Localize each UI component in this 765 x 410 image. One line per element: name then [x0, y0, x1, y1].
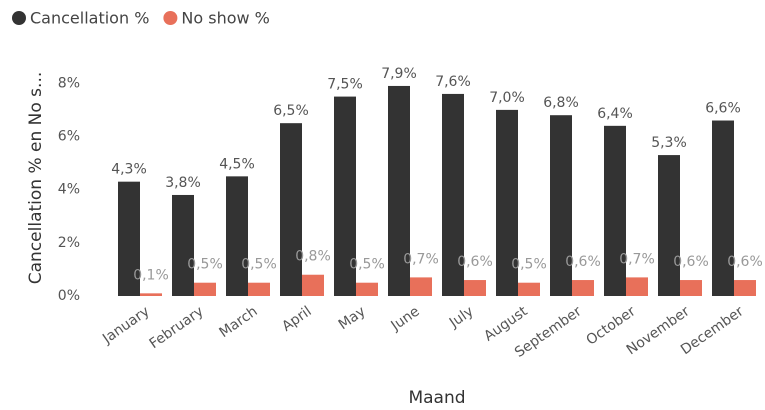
- value-label: 3,8%: [165, 175, 201, 191]
- bar: [464, 280, 486, 296]
- value-label: 4,5%: [219, 156, 255, 172]
- value-label: 0,8%: [295, 249, 331, 265]
- x-tick-label: January: [99, 303, 152, 347]
- value-label: 0,5%: [349, 257, 385, 273]
- value-label: 0,6%: [673, 254, 709, 270]
- bar: [140, 293, 162, 296]
- bar: [658, 155, 680, 296]
- value-label: 7,5%: [327, 77, 363, 93]
- bar: [518, 282, 540, 296]
- bar: [712, 120, 734, 297]
- value-label: 6,5%: [273, 103, 309, 119]
- x-axis-title: Maand: [408, 388, 465, 408]
- value-label: 5,3%: [651, 135, 687, 151]
- y-axis-title: Cancellation % en No s...: [26, 72, 46, 284]
- x-tick-label: March: [216, 303, 260, 341]
- value-label: 0,6%: [727, 254, 763, 270]
- value-label: 7,0%: [489, 90, 525, 106]
- y-tick-label: 8%: [58, 75, 80, 91]
- bar: [604, 125, 626, 296]
- bar: [334, 96, 356, 297]
- legend-marker: [12, 11, 26, 25]
- bar: [572, 280, 594, 296]
- value-label: 0,5%: [241, 257, 277, 273]
- bar: [550, 115, 572, 296]
- bar: [626, 277, 648, 296]
- value-label: 0,6%: [565, 254, 601, 270]
- value-label: 0,5%: [187, 257, 223, 273]
- bar: [442, 93, 464, 296]
- value-label: 6,6%: [705, 101, 741, 117]
- legend-label: Cancellation %: [30, 9, 149, 28]
- value-label: 0,7%: [619, 251, 655, 267]
- bar: [410, 277, 432, 296]
- x-tick-label: June: [388, 303, 423, 334]
- y-tick-label: 4%: [58, 182, 80, 198]
- x-tick-label: April: [279, 303, 314, 334]
- y-tick-label: 2%: [58, 235, 80, 251]
- bar: [172, 194, 194, 296]
- value-label: 4,3%: [111, 162, 147, 178]
- bar: [118, 181, 140, 296]
- value-label: 0,7%: [403, 251, 439, 267]
- bar: [734, 280, 756, 296]
- value-label: 6,4%: [597, 106, 633, 122]
- x-tick-label: February: [147, 303, 207, 352]
- y-tick-label: 6%: [58, 128, 80, 144]
- value-label: 6,8%: [543, 95, 579, 111]
- bar: [194, 282, 216, 296]
- bar: [280, 123, 302, 296]
- bar: [226, 176, 248, 296]
- x-tick-label: July: [446, 303, 477, 331]
- value-label: 0,1%: [133, 267, 169, 283]
- value-label: 0,6%: [457, 254, 493, 270]
- value-label: 0,5%: [511, 257, 547, 273]
- value-label: 7,6%: [435, 74, 471, 90]
- bar: [356, 282, 378, 296]
- bar: [248, 282, 270, 296]
- bar: [680, 280, 702, 296]
- bar: [496, 109, 518, 296]
- bar: [302, 274, 324, 296]
- x-tick-label: May: [336, 303, 369, 333]
- x-tick-label: August: [481, 303, 531, 345]
- bar: [388, 85, 410, 296]
- legend-marker: [163, 11, 178, 25]
- legend-label: No show %: [181, 9, 269, 28]
- y-tick-label: 0%: [58, 288, 80, 304]
- value-label: 7,9%: [381, 66, 417, 82]
